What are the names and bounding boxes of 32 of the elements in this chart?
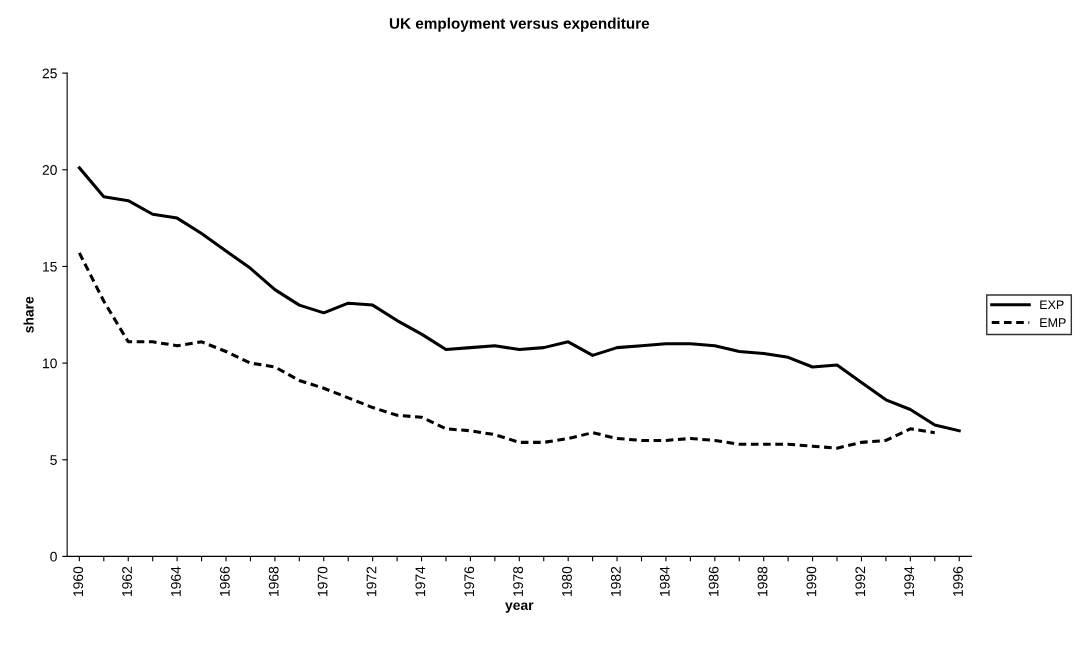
y-tick-label: 0 xyxy=(50,551,57,562)
x-tick-label: 1984 xyxy=(659,566,670,596)
x-tick-label: 1970 xyxy=(317,566,328,596)
x-tick-label: 1960 xyxy=(73,566,84,596)
x-tick-label: 1962 xyxy=(122,566,132,596)
line-series xyxy=(77,251,937,450)
x-tick-label: 1988 xyxy=(757,566,768,596)
x-tick-label: 1964 xyxy=(171,566,181,596)
x-tick-label: 1980 xyxy=(562,566,572,596)
x-tick-label: 1974 xyxy=(415,566,426,596)
x-tick-label: 1976 xyxy=(464,566,475,596)
x-tick-label: 1982 xyxy=(610,566,621,596)
x-tick-label: 1990 xyxy=(806,566,817,596)
y-axis-title: share xyxy=(23,296,34,333)
y-tick-label: 20 xyxy=(42,165,57,175)
y-tick-label: 25 xyxy=(42,68,57,79)
legend-label: EMP xyxy=(1040,318,1066,327)
x-tick-label: 1992 xyxy=(855,566,866,596)
x-tick-label: 1972 xyxy=(366,566,377,596)
x-tick-label: 1966 xyxy=(219,566,230,596)
y-tick-label: 5 xyxy=(50,455,57,465)
x-axis-title: year xyxy=(505,602,534,613)
x-tick-label: 1986 xyxy=(708,566,719,596)
legend-label: EXP xyxy=(1040,300,1064,310)
x-tick-label: 1996 xyxy=(953,566,963,596)
chart-title: UK employment versus expenditure xyxy=(389,17,650,32)
x-tick-label: 1978 xyxy=(513,566,524,596)
y-tick-label: 15 xyxy=(43,261,57,272)
line-series xyxy=(77,166,961,433)
x-tick-label: 1994 xyxy=(904,566,915,596)
x-tick-label: 1968 xyxy=(268,566,279,596)
y-tick-label: 10 xyxy=(43,358,57,369)
